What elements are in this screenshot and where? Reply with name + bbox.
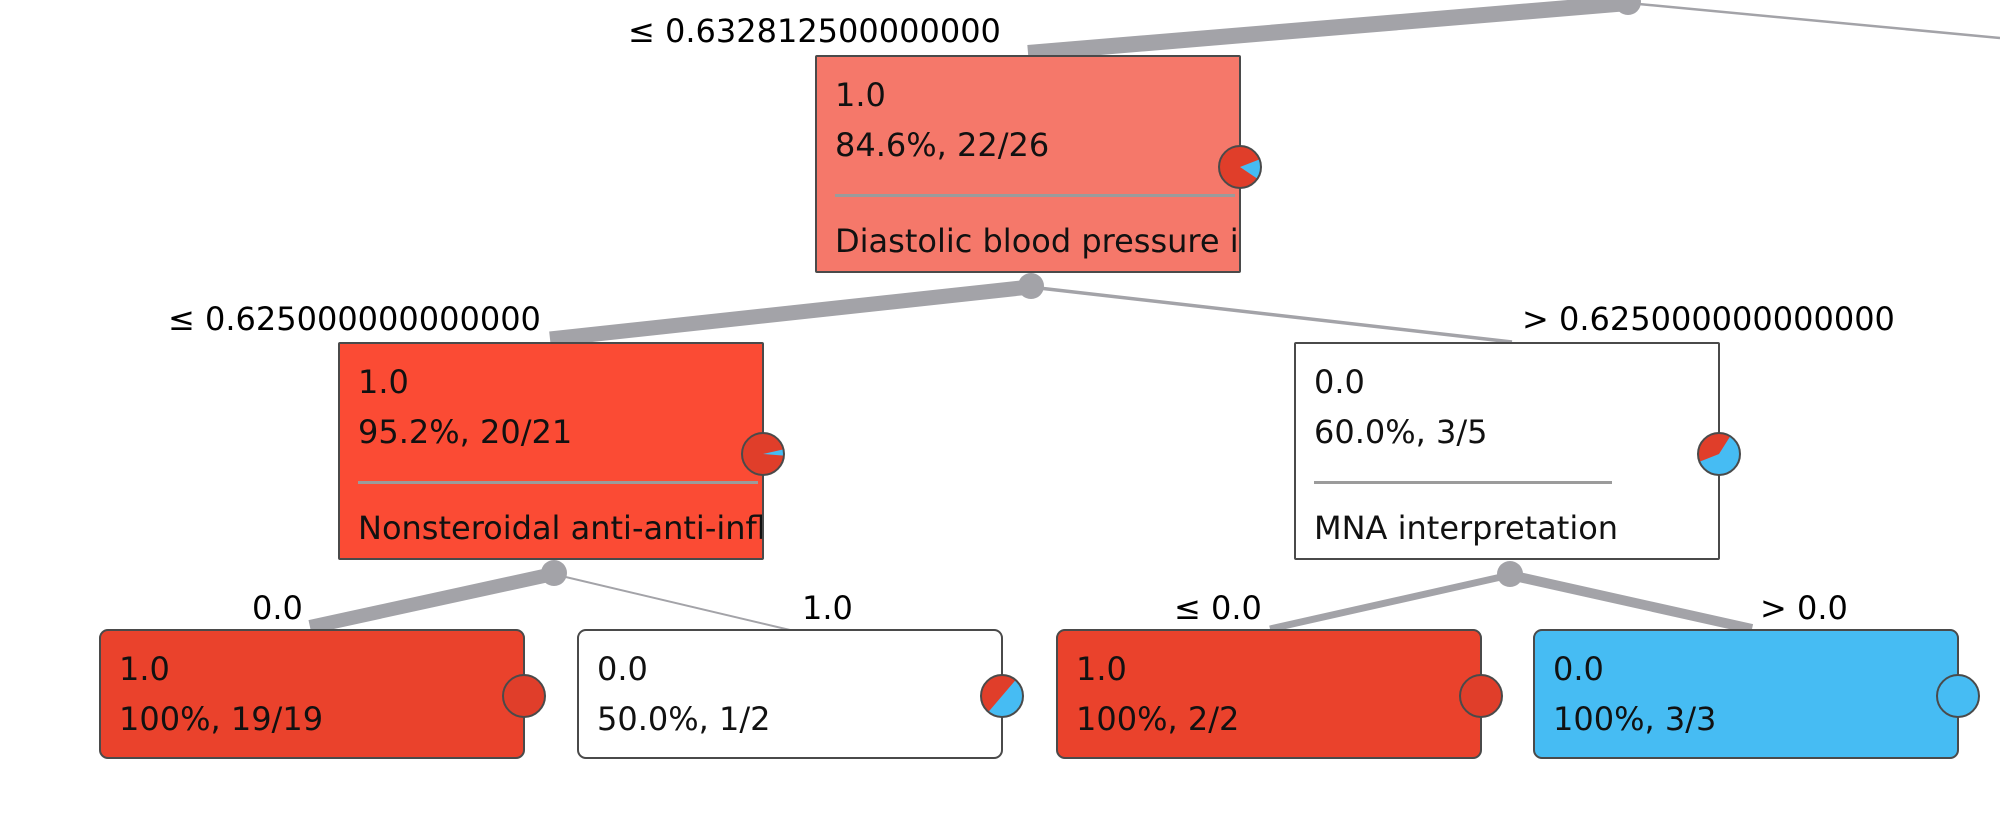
tree-leaf-1[interactable]: 1.0 100%, 19/19 xyxy=(99,629,546,759)
tree-node-1[interactable]: 1.0 84.6%, 22/26 Diastolic blood pressur… xyxy=(815,55,1262,273)
split-point-root xyxy=(1615,0,1641,15)
tree-node-3[interactable]: 0.0 60.0%, 3/5 MNA interpretation xyxy=(1294,342,1741,560)
edge-label-node1-left: ≤ 0.625000000000000 xyxy=(168,300,541,338)
edge-node3-to-leaf4 xyxy=(1508,570,1754,634)
node-split-attribute: MNA interpretation xyxy=(1314,509,1619,547)
pie-outline xyxy=(502,674,546,718)
edge-label-node3-right: > 0.0 xyxy=(1760,589,1848,627)
pie-outline xyxy=(1936,674,1980,718)
edge-label-node2-left: 0.0 xyxy=(252,589,303,627)
node-class-label: 1.0 xyxy=(358,363,409,401)
pie-outline xyxy=(980,674,1024,718)
pie-slice-blue xyxy=(763,449,784,456)
pie-outline xyxy=(741,432,785,476)
tree-leaf-3[interactable]: 1.0 100%, 2/2 xyxy=(1056,629,1503,759)
node-class-label: 0.0 xyxy=(1553,650,1604,688)
edge-node1-to-node3 xyxy=(1029,285,1513,344)
node-stats: 100%, 19/19 xyxy=(119,700,324,738)
split-point-node2 xyxy=(541,560,567,586)
edge-label-node1-right: > 0.625000000000000 xyxy=(1522,300,1895,338)
split-point-node3 xyxy=(1497,561,1523,587)
node-stats: 100%, 3/3 xyxy=(1553,700,1717,738)
edge-label-root-left: ≤ 0.632812500000000 xyxy=(628,12,1001,50)
edge-node1-to-node2 xyxy=(549,279,1031,347)
pie-slice-blue xyxy=(1240,159,1261,179)
edge-node2-to-leaf1 xyxy=(308,567,555,634)
edge-root-to-right-offscreen xyxy=(1627,1,2000,40)
node-stats: 100%, 2/2 xyxy=(1076,700,1240,738)
pie-outline xyxy=(1697,432,1741,476)
pie-slice-blue xyxy=(988,680,1023,717)
edge-root-to-node1 xyxy=(1027,0,1629,61)
class-distribution-pie-icon xyxy=(741,432,785,476)
node-class-label: 1.0 xyxy=(835,76,886,114)
pie-outline xyxy=(1218,145,1262,189)
edge-node3-to-leaf3 xyxy=(1269,571,1511,633)
node-stats: 50.0%, 1/2 xyxy=(597,700,771,738)
edge-node2-to-leaf2 xyxy=(552,573,791,631)
node-split-attribute: Nonsteroidal anti-anti-inflamm xyxy=(358,509,762,547)
edge-label-node3-left: ≤ 0.0 xyxy=(1174,589,1262,627)
tree-leaf-4[interactable]: 0.0 100%, 3/3 xyxy=(1533,629,1980,759)
node-separator xyxy=(358,481,758,484)
pie-outline xyxy=(1459,674,1503,718)
node-stats: 60.0%, 3/5 xyxy=(1314,413,1488,451)
class-distribution-pie-icon xyxy=(1218,145,1262,189)
pie-slice xyxy=(1460,675,1502,717)
node-split-attribute: Diastolic blood pressure in xyxy=(835,222,1239,260)
class-distribution-pie-icon xyxy=(980,674,1024,718)
pie-slice xyxy=(503,675,545,717)
pie-slice-blue xyxy=(1699,436,1740,475)
class-distribution-pie-icon xyxy=(502,674,546,718)
node-separator xyxy=(835,194,1235,197)
class-distribution-pie-icon xyxy=(1459,674,1503,718)
node-class-label: 0.0 xyxy=(597,650,648,688)
class-distribution-pie-icon xyxy=(1936,674,1980,718)
pie-slice xyxy=(1937,675,1979,717)
node-separator xyxy=(1314,481,1612,484)
node-stats: 95.2%, 20/21 xyxy=(358,413,573,451)
tree-leaf-2[interactable]: 0.0 50.0%, 1/2 xyxy=(577,629,1024,759)
class-distribution-pie-icon xyxy=(1697,432,1741,476)
edge-label-node2-right: 1.0 xyxy=(802,589,853,627)
node-class-label: 1.0 xyxy=(1076,650,1127,688)
node-class-label: 0.0 xyxy=(1314,363,1365,401)
split-point-node1 xyxy=(1018,273,1044,299)
tree-node-2[interactable]: 1.0 95.2%, 20/21 Nonsteroidal anti-anti-… xyxy=(338,342,785,560)
node-class-label: 1.0 xyxy=(119,650,170,688)
node-stats: 84.6%, 22/26 xyxy=(835,126,1050,164)
